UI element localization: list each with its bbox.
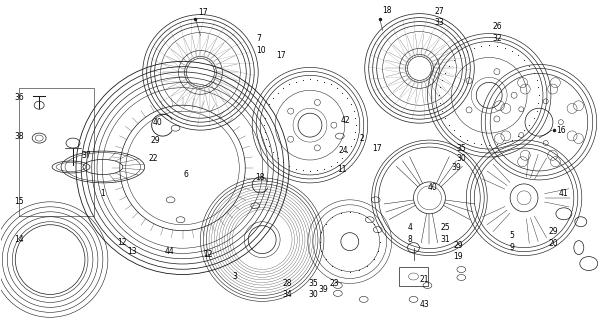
Text: 43: 43: [420, 300, 429, 309]
Text: 28: 28: [282, 279, 292, 288]
Text: 23: 23: [330, 279, 339, 288]
Text: 18: 18: [382, 6, 392, 15]
Text: 5: 5: [509, 231, 514, 240]
Text: 10: 10: [256, 46, 266, 55]
Text: 31: 31: [440, 235, 450, 244]
Text: 17: 17: [276, 51, 286, 60]
Text: 16: 16: [556, 126, 565, 135]
Text: 39: 39: [318, 285, 328, 294]
Text: 7: 7: [256, 34, 261, 43]
Text: 25: 25: [440, 223, 450, 232]
Text: 38: 38: [14, 132, 24, 140]
Text: 35: 35: [308, 279, 318, 288]
Text: 11: 11: [337, 165, 347, 174]
Text: 40: 40: [153, 118, 162, 127]
Text: 14: 14: [14, 235, 24, 244]
Text: 4: 4: [407, 223, 412, 232]
Text: 17: 17: [371, 144, 381, 153]
Text: 15: 15: [14, 197, 24, 206]
Text: 8: 8: [407, 235, 412, 244]
Text: 33: 33: [435, 18, 444, 27]
Text: 12: 12: [204, 250, 213, 259]
Text: 32: 32: [492, 34, 502, 43]
Text: 35: 35: [457, 144, 466, 153]
Text: 29: 29: [549, 227, 559, 236]
Text: 30: 30: [457, 154, 466, 163]
Text: 40: 40: [427, 183, 437, 192]
Text: 9: 9: [509, 243, 514, 252]
Text: 12: 12: [117, 238, 126, 247]
Text: 21: 21: [420, 275, 429, 284]
Text: 39: 39: [451, 164, 461, 172]
Text: 20: 20: [549, 239, 559, 248]
Text: 24: 24: [339, 146, 348, 155]
Text: 26: 26: [492, 22, 502, 31]
Text: 13: 13: [127, 247, 136, 256]
Text: 29: 29: [151, 136, 161, 145]
Text: 27: 27: [435, 7, 444, 16]
Text: 41: 41: [559, 189, 568, 198]
Text: 17: 17: [198, 8, 208, 17]
Text: 42: 42: [341, 116, 350, 125]
Text: 1: 1: [100, 189, 105, 198]
Text: 2: 2: [360, 133, 365, 143]
Text: 34: 34: [282, 290, 292, 299]
Text: 18: 18: [255, 173, 264, 182]
Text: 19: 19: [454, 252, 463, 261]
Text: 6: 6: [184, 171, 188, 180]
Text: 36: 36: [14, 93, 24, 102]
Text: 44: 44: [165, 247, 174, 256]
Text: 29: 29: [454, 241, 463, 250]
Text: 30: 30: [308, 290, 318, 299]
Text: 37: 37: [81, 150, 91, 160]
Text: 3: 3: [232, 272, 237, 281]
Text: 22: 22: [149, 154, 158, 163]
